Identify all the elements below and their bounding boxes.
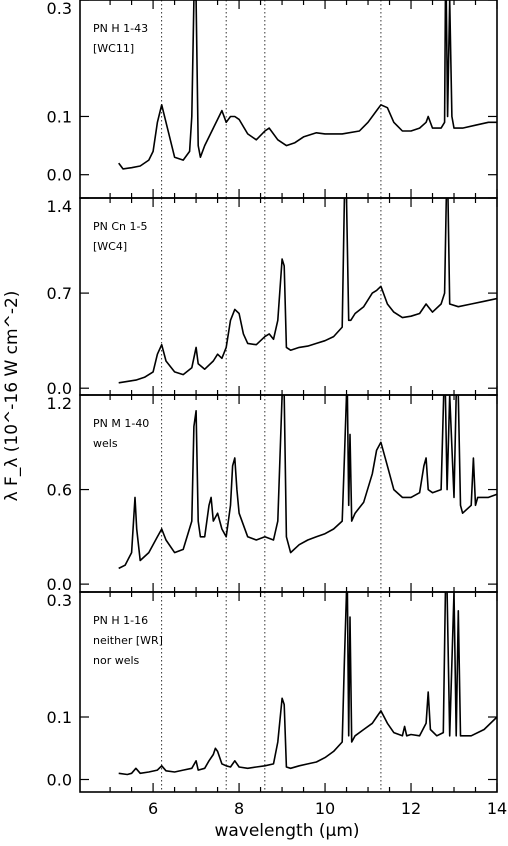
spectrum-line [118,395,497,570]
panel-frame [79,591,498,793]
panel-annotation: PN H 1-43 [93,22,148,35]
panels-group: 0.0 0.1 0.3 PN H 1-43 [WC11] 0.0 0.7 1.4 PN Cn 1… [47,0,507,818]
y-tick-label: 1.2 [47,394,72,413]
x-tick-label: 14 [487,799,507,818]
panel-3: 0.0 0.6 1.2 PN M 1-40 wels [47,394,498,594]
panel-annotation: nor wels [93,654,140,667]
panel-annotation: [WC4] [93,240,127,253]
y-axis-label: λ F_λ (10^-16 W cm^-2) [2,291,22,502]
y-tick-label: 0.6 [47,481,72,500]
spectrum-line [118,592,497,776]
y-tick-label: 1.4 [47,197,72,216]
x-tick-label: 12 [401,799,421,818]
panel-annotation: wels [93,437,118,450]
y-tick-label: 0.0 [47,771,72,790]
y-tick-label: 0.3 [47,591,72,610]
panel-1: 0.0 0.1 0.3 PN H 1-43 [WC11] [47,0,498,199]
panel-annotation: neither [WR] [93,634,163,647]
x-tick-label: 10 [315,799,335,818]
spectrum-line [118,198,497,384]
y-tick-label: 0.7 [47,284,72,303]
panel-annotation: [WC11] [93,42,134,55]
y-tick-label: 0.1 [47,708,72,727]
panel-2: 0.0 0.7 1.4 PN Cn 1-5 [WC4] [47,197,498,398]
x-tick-label: 8 [234,799,244,818]
panel-4: 0.0 0.1 0.3 PN H 1-16 neither [WR] nor wels [47,591,498,793]
x-tick-label: 6 [148,799,158,818]
x-axis-label: wavelength (μm) [214,821,359,841]
panel-annotation: PN M 1-40 [93,417,149,430]
spectrum-line [118,0,497,170]
panel-annotation: PN Cn 1-5 [93,220,147,233]
y-tick-label: 0.0 [47,166,72,185]
y-tick-label: 0.3 [47,0,72,18]
panel-annotation: PN H 1-16 [93,614,148,627]
y-tick-label: 0.1 [47,107,72,126]
y-tick-label: 0.0 [47,575,72,594]
y-tick-label: 0.0 [47,379,72,398]
